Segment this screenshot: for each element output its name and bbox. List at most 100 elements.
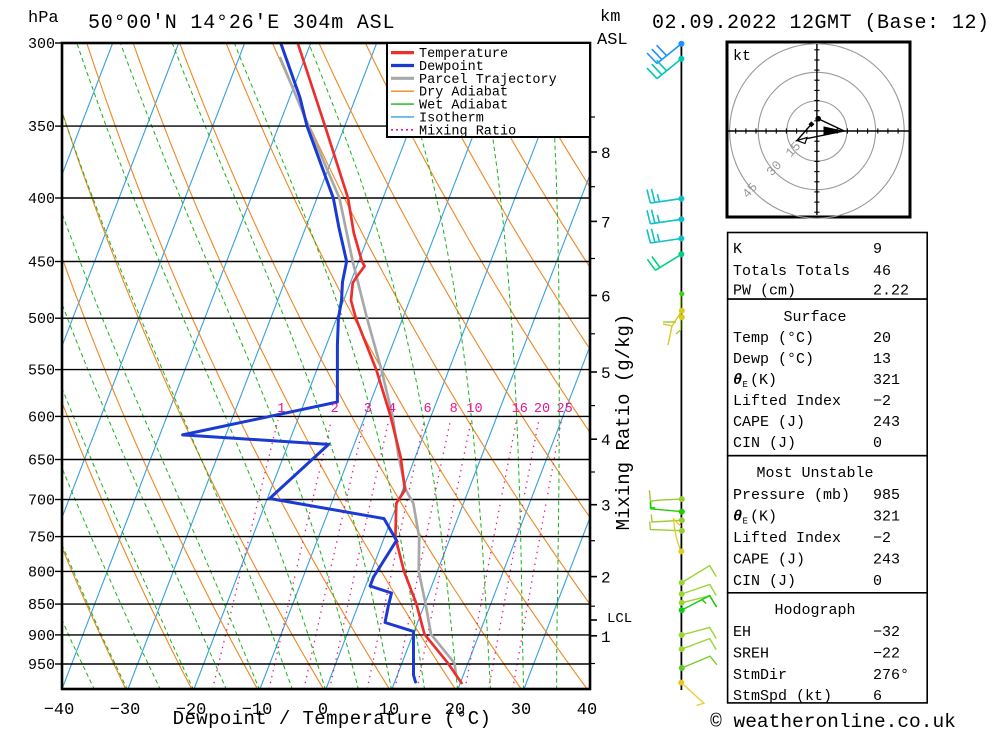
svg-text:−30: −30 xyxy=(110,701,141,720)
svg-text:StmDir: StmDir xyxy=(733,667,787,684)
svg-text:Mixing Ratio (g/kg): Mixing Ratio (g/kg) xyxy=(613,314,635,531)
svg-text:0: 0 xyxy=(873,435,882,452)
svg-text:3: 3 xyxy=(364,402,372,417)
svg-text:243: 243 xyxy=(873,552,900,569)
svg-text:Most Unstable: Most Unstable xyxy=(756,465,873,482)
svg-text:EH: EH xyxy=(733,624,751,641)
svg-text:300: 300 xyxy=(28,36,55,53)
svg-text:Temp (°C): Temp (°C) xyxy=(733,330,814,347)
svg-text:600: 600 xyxy=(28,409,55,426)
svg-text:1: 1 xyxy=(277,402,285,417)
svg-text:500: 500 xyxy=(28,311,55,328)
svg-text:9: 9 xyxy=(873,241,882,258)
svg-text:−2: −2 xyxy=(873,393,891,410)
svg-text:700: 700 xyxy=(28,493,55,510)
svg-text:km: km xyxy=(600,8,620,27)
svg-text:CIN (J): CIN (J) xyxy=(733,573,796,590)
svg-text:850: 850 xyxy=(28,597,55,614)
svg-text:800: 800 xyxy=(28,564,55,581)
svg-text:650: 650 xyxy=(28,453,55,470)
svg-text:985: 985 xyxy=(873,487,900,504)
svg-text:16: 16 xyxy=(512,402,528,417)
svg-text:E: E xyxy=(743,380,748,390)
svg-text:30: 30 xyxy=(511,701,531,720)
svg-text:1: 1 xyxy=(601,629,611,647)
svg-text:StmSpd (kt): StmSpd (kt) xyxy=(733,688,832,705)
svg-text:θ: θ xyxy=(733,372,742,389)
svg-text:Dewpoint: Dewpoint xyxy=(419,60,484,75)
svg-text:−2: −2 xyxy=(873,530,891,547)
svg-text:6: 6 xyxy=(601,289,611,307)
svg-text:Lifted Index: Lifted Index xyxy=(733,393,841,410)
svg-text:243: 243 xyxy=(873,414,900,431)
svg-text:25: 25 xyxy=(556,402,572,417)
svg-text:4: 4 xyxy=(388,402,396,417)
svg-text:750: 750 xyxy=(28,530,55,547)
svg-text:kt: kt xyxy=(733,48,751,65)
svg-text:Dry Adiabat: Dry Adiabat xyxy=(419,86,508,101)
svg-text:0: 0 xyxy=(873,573,882,590)
svg-text:−32: −32 xyxy=(873,624,900,641)
svg-text:θ: θ xyxy=(733,509,742,526)
svg-text:2.22: 2.22 xyxy=(873,283,909,300)
svg-text:13: 13 xyxy=(873,351,891,368)
svg-text:550: 550 xyxy=(28,363,55,380)
svg-text:Mixing Ratio: Mixing Ratio xyxy=(419,124,516,139)
svg-text:20: 20 xyxy=(534,402,550,417)
svg-text:321: 321 xyxy=(873,372,900,389)
svg-text:Totals Totals: Totals Totals xyxy=(733,263,850,280)
svg-text:20: 20 xyxy=(873,330,891,347)
svg-text:Surface: Surface xyxy=(783,309,846,326)
svg-text:CIN (J): CIN (J) xyxy=(733,435,796,452)
svg-text:(K): (K) xyxy=(750,372,777,389)
svg-text:Temperature: Temperature xyxy=(419,47,508,62)
svg-text:−40: −40 xyxy=(44,701,75,720)
svg-text:(K): (K) xyxy=(750,509,777,526)
svg-text:Dewp (°C): Dewp (°C) xyxy=(733,351,814,368)
svg-text:Dewpoint / Temperature (°C): Dewpoint / Temperature (°C) xyxy=(173,708,492,730)
svg-text:276°: 276° xyxy=(873,667,909,684)
svg-text:40: 40 xyxy=(577,701,597,720)
svg-text:Lifted Index: Lifted Index xyxy=(733,530,841,547)
svg-text:CAPE (J): CAPE (J) xyxy=(733,414,805,431)
svg-text:400: 400 xyxy=(28,191,55,208)
svg-text:Pressure (mb): Pressure (mb) xyxy=(733,487,850,504)
svg-text:7: 7 xyxy=(601,214,611,232)
svg-text:2: 2 xyxy=(601,570,611,588)
svg-text:−20: −20 xyxy=(176,701,207,720)
svg-text:4: 4 xyxy=(601,432,611,450)
svg-text:8: 8 xyxy=(450,402,458,417)
svg-text:20: 20 xyxy=(445,701,465,720)
svg-text:LCL: LCL xyxy=(607,611,632,627)
svg-text:hPa: hPa xyxy=(28,9,59,28)
svg-text:950: 950 xyxy=(28,657,55,674)
svg-text:Isotherm: Isotherm xyxy=(419,111,484,126)
svg-text:3: 3 xyxy=(601,498,611,516)
svg-text:Parcel Trajectory: Parcel Trajectory xyxy=(419,73,557,88)
svg-text:ASL: ASL xyxy=(597,31,628,50)
svg-text:450: 450 xyxy=(28,255,55,272)
svg-text:321: 321 xyxy=(873,509,900,526)
svg-text:K: K xyxy=(733,241,742,258)
svg-text:10: 10 xyxy=(466,402,482,417)
svg-text:50°00'N 14°26'E 304m ASL: 50°00'N 14°26'E 304m ASL xyxy=(88,12,395,35)
svg-text:10: 10 xyxy=(379,701,399,720)
svg-text:46: 46 xyxy=(873,263,891,280)
svg-text:© weatheronline.co.uk: © weatheronline.co.uk xyxy=(710,711,956,733)
svg-text:−22: −22 xyxy=(873,646,900,663)
svg-text:SREH: SREH xyxy=(733,646,769,663)
svg-text:02.09.2022 12GMT (Base: 12): 02.09.2022 12GMT (Base: 12) xyxy=(652,12,990,35)
svg-text:E: E xyxy=(743,517,748,527)
svg-text:CAPE (J): CAPE (J) xyxy=(733,552,805,569)
svg-text:6: 6 xyxy=(873,688,882,705)
svg-text:8: 8 xyxy=(601,145,611,163)
svg-text:0: 0 xyxy=(318,701,328,720)
svg-text:PW (cm): PW (cm) xyxy=(733,283,796,300)
svg-text:350: 350 xyxy=(28,119,55,136)
svg-text:2: 2 xyxy=(331,402,339,417)
svg-text:−10: −10 xyxy=(242,701,273,720)
svg-text:5: 5 xyxy=(601,365,611,383)
svg-text:Wet Adiabat: Wet Adiabat xyxy=(419,99,508,114)
svg-text:Hodograph: Hodograph xyxy=(774,602,855,619)
svg-text:900: 900 xyxy=(28,628,55,645)
